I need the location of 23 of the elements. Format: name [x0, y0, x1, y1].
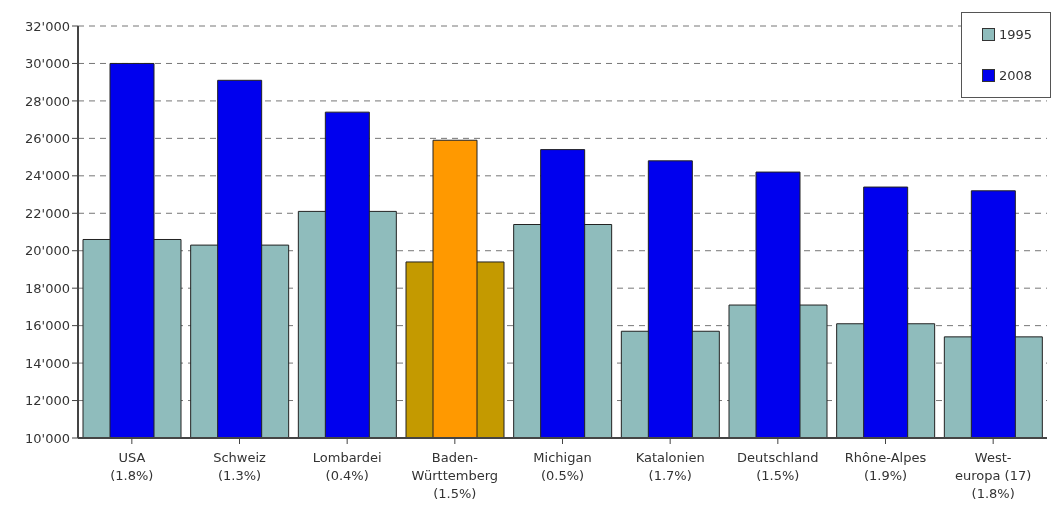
y-tick-label: 32'000 [25, 18, 70, 34]
x-tick-label: Deutschland (1.5%) [737, 450, 819, 483]
legend-label: 2008 [997, 68, 1032, 83]
x-tick-label: Lombardei (0.4%) [312, 450, 382, 483]
x-tick-label: Rhône-Alpes (1.9%) [844, 450, 927, 483]
x-tick-label: West- europa (17) (1.8%) [955, 450, 1032, 501]
legend-label: 1995 [997, 27, 1032, 42]
y-tick-label: 10'000 [25, 430, 70, 446]
y-tick-label: 18'000 [25, 280, 70, 296]
x-tick-label: USA (1.8%) [110, 450, 154, 483]
x-tick-label: Michigan (0.5%) [533, 450, 592, 483]
y-tick-label: 22'000 [25, 205, 70, 221]
y-tick-label: 26'000 [25, 130, 70, 146]
x-tick-label: Katalonien (1.7%) [635, 450, 705, 483]
x-tick-label: Schweiz (1.3%) [213, 450, 267, 483]
y-tick-label: 12'000 [25, 393, 70, 409]
y-tick-label: 30'000 [25, 56, 70, 72]
y-tick-label: 16'000 [25, 318, 70, 334]
x-tick-label: Baden- Württemberg (1.5%) [411, 450, 499, 501]
y-tick-label: 28'000 [25, 93, 70, 109]
y-tick-label: 14'000 [25, 355, 70, 371]
y-tick-label: 24'000 [25, 168, 70, 184]
y-tick-label: 20'000 [25, 243, 70, 259]
